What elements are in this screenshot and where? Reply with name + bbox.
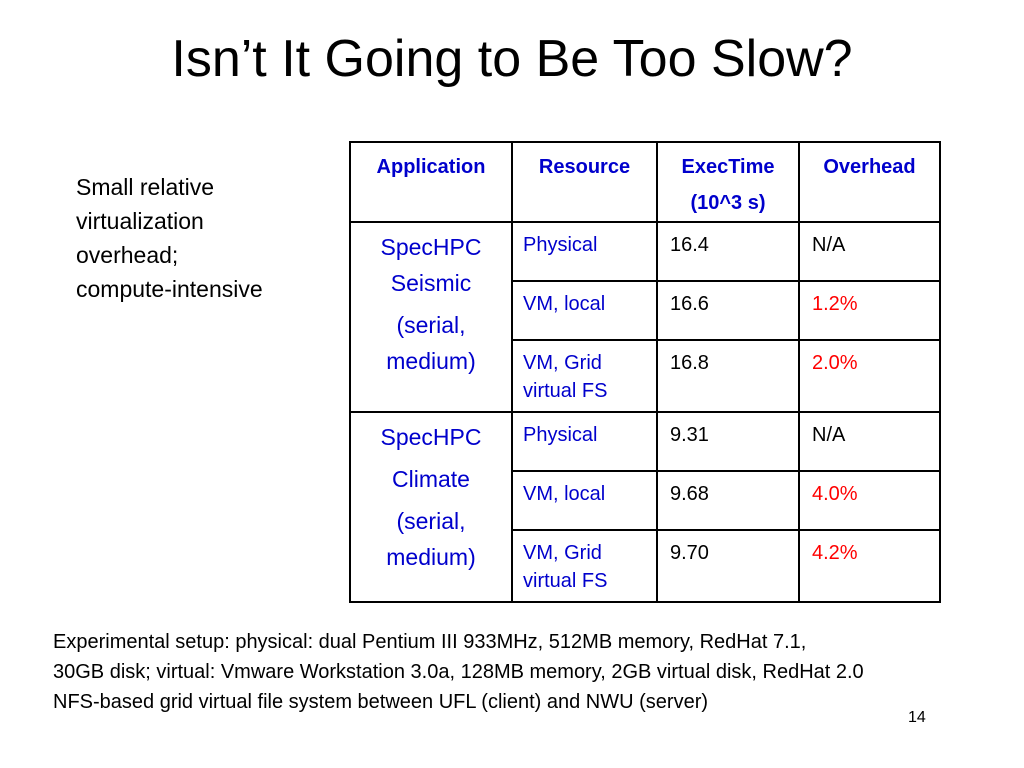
side-note-line: compute-intensive	[76, 276, 263, 302]
side-note-line: Small relative	[76, 174, 215, 200]
resource-cell: Physical	[511, 411, 658, 472]
exectime-cell: 9.31	[656, 411, 800, 472]
side-note: Small relative virtualization overhead; …	[76, 170, 326, 306]
footnote: Experimental setup: physical: dual Penti…	[53, 627, 1013, 717]
side-note-line: overhead;	[76, 242, 179, 268]
table-row: VM, local 9.68 4.0%	[350, 470, 941, 531]
resource-cell: Physical	[511, 221, 658, 282]
exectime-cell: 16.4	[656, 221, 800, 282]
overhead-cell: N/A	[798, 411, 941, 472]
table-row: VM, Grid virtual FS 16.8 2.0%	[350, 339, 941, 413]
header-resource: Resource	[511, 141, 658, 223]
exectime-cell: 16.8	[656, 339, 800, 413]
exectime-cell: 9.68	[656, 470, 800, 531]
page-number: 14	[908, 709, 926, 726]
results-table: Application Resource ExecTime (10^3 s) O…	[349, 141, 941, 603]
resource-cell: VM, Grid virtual FS	[511, 529, 658, 603]
overhead-cell: 2.0%	[798, 339, 941, 413]
side-note-line: virtualization	[76, 208, 204, 234]
resource-cell: VM, local	[511, 280, 658, 341]
resource-cell: VM, local	[511, 470, 658, 531]
resource-cell: VM, Grid virtual FS	[511, 339, 658, 413]
footnote-line: 30GB disk; virtual: Vmware Workstation 3…	[53, 661, 864, 683]
overhead-cell: 1.2%	[798, 280, 941, 341]
exectime-cell: 9.70	[656, 529, 800, 603]
application-cell-seismic: SpecHPC Seismic (serial, medium)	[349, 221, 513, 413]
exectime-cell: 16.6	[656, 280, 800, 341]
application-cell-climate: SpecHPC Climate (serial, medium)	[349, 411, 513, 603]
table-row: SpecHPC Climate (serial, medium) Physica…	[349, 411, 941, 603]
table-header-row: Application Resource ExecTime (10^3 s) O…	[349, 141, 941, 223]
slide-title: Isn’t It Going to Be Too Slow?	[171, 30, 853, 88]
footnote-line: NFS-based grid virtual file system betwe…	[53, 691, 709, 713]
table-row: VM, local 16.6 1.2%	[350, 280, 941, 341]
overhead-cell: N/A	[798, 221, 941, 282]
overhead-cell: 4.2%	[798, 529, 941, 603]
overhead-cell: 4.0%	[798, 470, 941, 531]
header-exectime: ExecTime (10^3 s)	[656, 141, 800, 223]
table-row: VM, Grid virtual FS 9.70 4.2%	[350, 529, 941, 603]
footnote-line: Experimental setup: physical: dual Penti…	[53, 631, 807, 653]
table-row: SpecHPC Seismic (serial, medium) Physica…	[349, 221, 941, 413]
header-application: Application	[349, 141, 513, 223]
header-overhead: Overhead	[798, 141, 941, 223]
